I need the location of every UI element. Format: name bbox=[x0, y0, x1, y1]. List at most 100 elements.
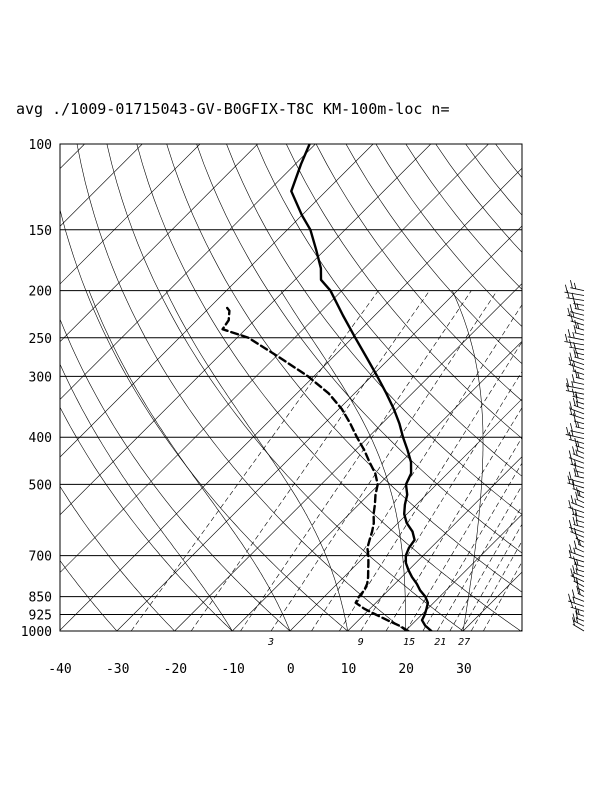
dry-adiabat bbox=[405, 144, 522, 290]
isotherm bbox=[60, 144, 489, 573]
wind-barb-flag bbox=[569, 304, 573, 313]
wind-barb-flag bbox=[573, 282, 577, 289]
dry-adiabat bbox=[60, 406, 233, 631]
wind-barb-staff bbox=[572, 381, 585, 385]
mixing-ratio-line bbox=[130, 290, 379, 631]
wind-barb-flag bbox=[575, 449, 578, 456]
dry-adiabat bbox=[60, 485, 175, 631]
dry-adiabat bbox=[76, 144, 406, 631]
wind-barb-staff bbox=[570, 575, 585, 583]
wind-barb-flag bbox=[572, 311, 575, 318]
wind-barb-flag bbox=[572, 360, 576, 367]
wind-barb-staff bbox=[570, 287, 585, 291]
wind-barb-flag bbox=[564, 333, 568, 343]
wind-barb-flag bbox=[567, 329, 571, 338]
temperature-tick-label: -30 bbox=[106, 662, 129, 677]
mixing-ratio-labels: 3 9 15 21 27 bbox=[267, 637, 470, 648]
wind-barb-staff bbox=[567, 482, 585, 489]
wind-barb-flag bbox=[571, 374, 575, 383]
wind-barb-flag bbox=[569, 401, 573, 410]
dry-adiabat bbox=[315, 144, 522, 402]
mixing-ratio-line bbox=[460, 523, 522, 631]
wind-barb-flag bbox=[567, 307, 571, 317]
isotherm bbox=[60, 144, 143, 227]
wind-barb-flag bbox=[575, 561, 578, 570]
mixing-ratio-line bbox=[483, 561, 522, 631]
wind-barb-staff bbox=[569, 346, 585, 351]
wind-barb-staff bbox=[567, 314, 585, 321]
wind-barb-flag bbox=[575, 519, 579, 526]
mixing-ratio-label: 21 bbox=[434, 637, 446, 648]
dry-adiabat bbox=[60, 560, 118, 631]
wind-barb-staff bbox=[576, 617, 585, 622]
wind-barb-staff bbox=[568, 439, 585, 444]
wind-barb-staff bbox=[576, 498, 585, 504]
mixing-ratio-label: 15 bbox=[403, 637, 415, 648]
wind-barb-flag bbox=[573, 300, 577, 309]
wind-barb-flag bbox=[575, 616, 579, 623]
wind-barb-flag bbox=[576, 487, 579, 496]
plot-frame bbox=[59, 143, 523, 632]
mixing-ratio-line bbox=[385, 407, 522, 631]
sounding-profiles bbox=[221, 144, 433, 631]
dry-adiabat bbox=[196, 144, 522, 554]
mixing-ratio-label: 3 bbox=[267, 637, 274, 648]
wind-barb-flag bbox=[578, 539, 581, 546]
wind-barb-flag bbox=[566, 382, 570, 392]
mixing-ratio-line bbox=[240, 290, 472, 631]
wind-barb-flag bbox=[576, 580, 579, 589]
wind-barb-flag bbox=[571, 388, 575, 397]
chart-title: avg ./1009-01715043-GV-B0GFIX-T8C KM-100… bbox=[16, 100, 449, 118]
wind-barb-flag bbox=[569, 544, 572, 553]
mixing-ratio-line bbox=[360, 370, 522, 631]
pressure-tick-label: 250 bbox=[29, 332, 52, 347]
wind-barb-staff bbox=[576, 569, 585, 573]
mixing-ratio-line bbox=[436, 485, 522, 631]
wind-barb-staff bbox=[572, 395, 585, 400]
wind-barb-flag bbox=[575, 577, 579, 584]
wind-barb-flag bbox=[576, 585, 580, 594]
temperature-tick-label: -20 bbox=[164, 662, 187, 677]
wind-barb-flag bbox=[573, 325, 577, 334]
wind-barb-staff bbox=[575, 470, 585, 474]
wind-barb-flag bbox=[578, 588, 581, 595]
isotherm bbox=[60, 144, 432, 516]
wind-barb-flag bbox=[570, 423, 573, 432]
wind-barb-flag bbox=[574, 463, 577, 472]
wind-barb-flag bbox=[570, 456, 573, 465]
mixing-ratio-label: 9 bbox=[358, 637, 364, 648]
wind-barb-staff bbox=[573, 524, 585, 528]
isotherm bbox=[232, 340, 522, 631]
wind-barb-staff bbox=[572, 624, 585, 632]
dry-adiabat bbox=[136, 144, 521, 631]
mixing-ratio-line bbox=[470, 540, 522, 631]
wind-barb-flag bbox=[570, 599, 574, 608]
dry-adiabat bbox=[525, 144, 612, 631]
wind-barb-flag bbox=[577, 440, 580, 447]
wind-barb-flag bbox=[570, 313, 574, 322]
wind-barb-staff bbox=[574, 308, 585, 311]
wind-barb-flag bbox=[572, 446, 575, 455]
wind-barb-flag bbox=[569, 339, 572, 348]
wind-barb-flag bbox=[572, 565, 575, 574]
wind-barb-staff bbox=[570, 430, 585, 435]
dry-adiabat bbox=[226, 144, 522, 515]
wind-barb-staff bbox=[576, 450, 585, 454]
dry-adiabat bbox=[555, 144, 612, 631]
isotherm bbox=[405, 513, 522, 631]
mixing-ratio-line bbox=[422, 462, 522, 631]
isotherm bbox=[60, 144, 374, 458]
pressure-tick-label: 150 bbox=[29, 224, 52, 239]
wind-barb-flag bbox=[569, 352, 573, 361]
wind-barb-flag bbox=[576, 322, 580, 329]
dry-adiabat bbox=[465, 144, 522, 216]
wind-barb-flag bbox=[572, 613, 576, 622]
isotherm bbox=[347, 456, 522, 631]
temperature-axis: -40 -30 -20 -10 0 10 20 30 bbox=[48, 662, 471, 677]
temperature-tick-label: -40 bbox=[48, 662, 71, 677]
dry-adiabat bbox=[60, 208, 348, 631]
isotherm bbox=[289, 398, 522, 631]
wind-barb-flag bbox=[570, 568, 574, 577]
